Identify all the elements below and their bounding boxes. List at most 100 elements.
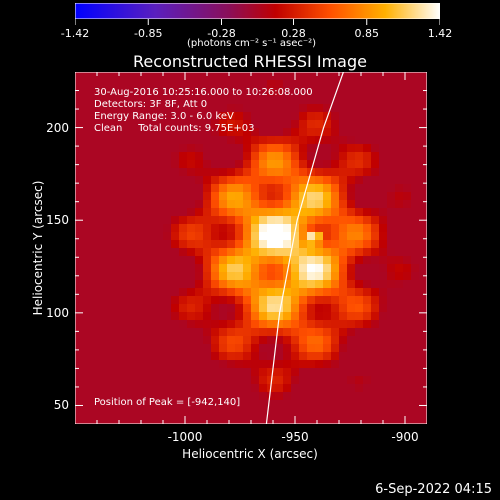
- heatmap-cell: [251, 136, 260, 145]
- heatmap-cell: [387, 88, 396, 97]
- heatmap-cell: [315, 376, 324, 385]
- heatmap-cell: [171, 240, 180, 249]
- heatmap-cell: [283, 136, 292, 145]
- heatmap-cell: [355, 104, 364, 113]
- heatmap-cell: [243, 320, 252, 329]
- heatmap-cell: [379, 152, 388, 161]
- heatmap-cell: [227, 240, 236, 249]
- heatmap-cell: [131, 208, 140, 217]
- heatmap-cell: [339, 360, 348, 369]
- heatmap-cell: [307, 88, 316, 97]
- heatmap-cell: [355, 376, 364, 385]
- heatmap-cell: [323, 352, 332, 361]
- heatmap-cell: [331, 192, 340, 201]
- heatmap-cell: [131, 184, 140, 193]
- heatmap-cell: [195, 208, 204, 217]
- heatmap-cell: [147, 288, 156, 297]
- heatmap-cell: [315, 360, 324, 369]
- heatmap-cell: [275, 304, 284, 313]
- heatmap-cell: [75, 72, 84, 81]
- heatmap-cell: [403, 240, 412, 249]
- heatmap-cell: [179, 88, 188, 97]
- heatmap-cell: [155, 408, 164, 417]
- heatmap-cell: [139, 96, 148, 105]
- heatmap-cell: [155, 376, 164, 385]
- heatmap-cell: [171, 168, 180, 177]
- heatmap-cell: [371, 288, 380, 297]
- heatmap-cell: [371, 304, 380, 313]
- heatmap-cell: [251, 208, 260, 217]
- heatmap-cell: [99, 112, 108, 121]
- heatmap-cell: [83, 224, 92, 233]
- heatmap-cell: [147, 136, 156, 145]
- heatmap-cell: [299, 392, 308, 401]
- heatmap-cell: [235, 176, 244, 185]
- heatmap-cell: [203, 368, 212, 377]
- heatmap-cell: [163, 408, 172, 417]
- heatmap-cell: [363, 112, 372, 121]
- heatmap-cell: [339, 120, 348, 129]
- heatmap-cell: [275, 408, 284, 417]
- heatmap-cell: [363, 376, 372, 385]
- heatmap-cell: [131, 336, 140, 345]
- heatmap-cell: [347, 88, 356, 97]
- heatmap-cell: [419, 184, 427, 193]
- heatmap-cell: [107, 96, 116, 105]
- heatmap-cell: [275, 392, 284, 401]
- heatmap-cell: [419, 208, 427, 217]
- heatmap-cell: [147, 224, 156, 233]
- heatmap-cell: [371, 184, 380, 193]
- heatmap-cell: [91, 408, 100, 417]
- heatmap-cell: [147, 240, 156, 249]
- heatmap-cell: [187, 224, 196, 233]
- heatmap-cell: [379, 408, 388, 417]
- heatmap-cell: [275, 352, 284, 361]
- heatmap-cell: [259, 72, 268, 81]
- heatmap-cell: [259, 272, 268, 281]
- heatmap-cell: [323, 240, 332, 249]
- heatmap-cell: [227, 336, 236, 345]
- heatmap-cell: [403, 288, 412, 297]
- heatmap-cell: [139, 264, 148, 273]
- heatmap-cell: [139, 336, 148, 345]
- heatmap-cell: [323, 304, 332, 313]
- heatmap-cell: [387, 416, 396, 424]
- heatmap-cell: [211, 352, 220, 361]
- heatmap-cell: [403, 136, 412, 145]
- heatmap-cell: [403, 264, 412, 273]
- heatmap-cell: [403, 368, 412, 377]
- heatmap-cell: [275, 400, 284, 409]
- heatmap-cell: [299, 216, 308, 225]
- heatmap-cell: [355, 120, 364, 129]
- heatmap-cell: [331, 264, 340, 273]
- heatmap-cell: [403, 208, 412, 217]
- heatmap-cell: [187, 216, 196, 225]
- heatmap-cell: [219, 376, 228, 385]
- heatmap-cell: [395, 96, 404, 105]
- heatmap-cell: [267, 320, 276, 329]
- heatmap-cell: [331, 152, 340, 161]
- heatmap-cell: [139, 376, 148, 385]
- heatmap-cell: [315, 304, 324, 313]
- heatmap-cell: [211, 320, 220, 329]
- heatmap-cell: [91, 88, 100, 97]
- heatmap-cell: [275, 264, 284, 273]
- heatmap-cell: [243, 232, 252, 241]
- heatmap-cell: [211, 248, 220, 257]
- heatmap-cell: [235, 184, 244, 193]
- heatmap-cell: [147, 408, 156, 417]
- heatmap-cell: [267, 272, 276, 281]
- heatmap-cell: [299, 288, 308, 297]
- heatmap-cell: [227, 408, 236, 417]
- heatmap-cell: [203, 216, 212, 225]
- heatmap-cell: [163, 216, 172, 225]
- heatmap-cell: [299, 336, 308, 345]
- heatmap-cell: [203, 256, 212, 265]
- heatmap-cell: [219, 184, 228, 193]
- heatmap-cell: [315, 288, 324, 297]
- heatmap-cell: [347, 328, 356, 337]
- heatmap-cell: [347, 248, 356, 257]
- heatmap-cell: [147, 416, 156, 424]
- heatmap-cell: [395, 416, 404, 424]
- heatmap-cell: [187, 80, 196, 89]
